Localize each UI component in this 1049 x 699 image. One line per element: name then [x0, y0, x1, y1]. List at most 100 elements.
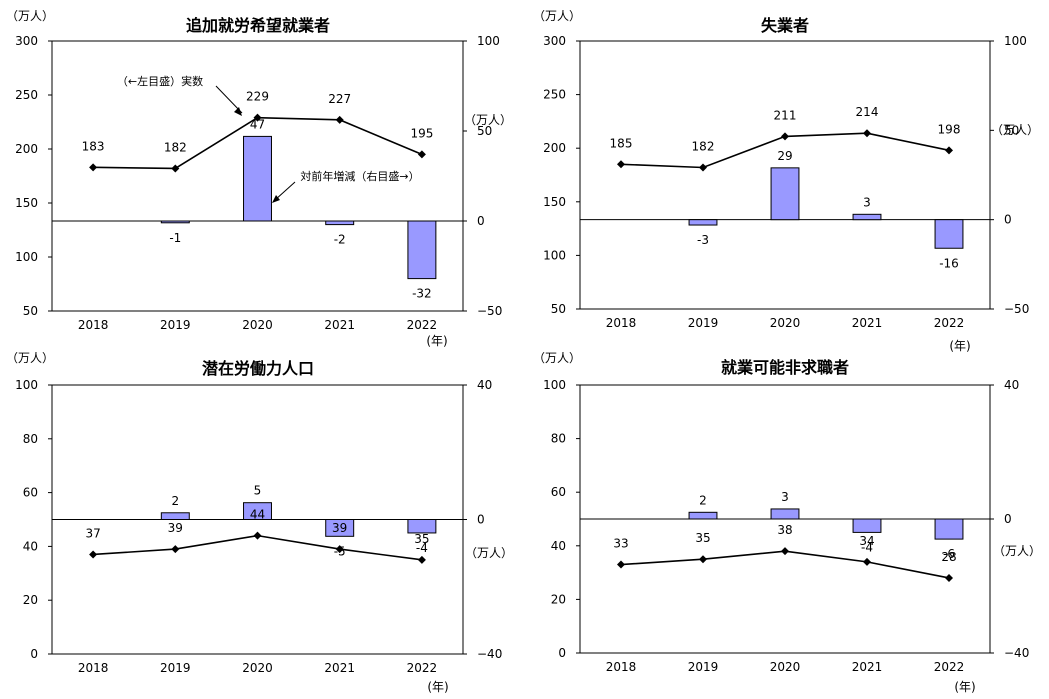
left-tick-label: 300 — [15, 34, 38, 48]
x-tick-label: 2022 — [934, 316, 965, 330]
bar-value-label: -32 — [412, 287, 432, 301]
left-tick-label: 40 — [551, 539, 566, 553]
line-value-label: 185 — [610, 136, 633, 150]
left-tick-label: 20 — [23, 593, 38, 607]
left-tick-label: 100 — [15, 250, 38, 264]
bar-value-label: 2 — [171, 494, 179, 508]
left-tick-label: 100 — [543, 378, 566, 392]
bar-value-label: -16 — [939, 256, 959, 270]
line-value-label: 195 — [410, 126, 433, 140]
left-tick-label: 40 — [23, 539, 38, 553]
line-value-label: 34 — [859, 534, 874, 548]
right-tick-label: 0 — [477, 214, 485, 228]
chart-title: 失業者 — [761, 16, 809, 35]
x-axis-unit: (年) — [426, 334, 447, 348]
bar-value-label: 3 — [781, 490, 789, 504]
left-axis-unit: （万人） — [533, 351, 581, 365]
right-tick-label: 40 — [477, 378, 492, 392]
left-tick-label: 100 — [15, 378, 38, 392]
annotation-bar-label: 対前年増減（右目盛→） — [300, 169, 419, 183]
line-value-label: 35 — [695, 531, 710, 545]
right-tick-label: −40 — [477, 647, 502, 661]
line-value-label: 37 — [85, 526, 100, 540]
left-tick-label: 50 — [551, 302, 566, 316]
bar — [325, 519, 355, 537]
left-tick-label: 300 — [543, 34, 566, 48]
line-point-marker — [699, 555, 707, 564]
line-value-label: 39 — [168, 521, 183, 535]
right-tick-label: −40 — [1004, 646, 1029, 660]
line-value-label: 182 — [692, 139, 715, 153]
right-axis-unit: （万人） — [991, 123, 1039, 137]
left-tick-label: 0 — [30, 647, 38, 661]
left-tick-label: 200 — [15, 142, 38, 156]
annotation-arrow-head — [272, 195, 280, 203]
right-tick-label: 0 — [1004, 512, 1012, 526]
bar — [852, 213, 882, 221]
bar-value-label: 29 — [777, 149, 792, 163]
left-tick-label: 250 — [15, 88, 38, 102]
bar-value-label: 2 — [699, 493, 707, 507]
line-value-label: 211 — [774, 108, 797, 122]
line-value-label: 28 — [941, 550, 956, 564]
bar — [934, 219, 964, 249]
x-tick-label: 2020 — [242, 661, 273, 675]
line-value-label: 183 — [82, 139, 105, 153]
bar — [770, 508, 800, 520]
right-axis-unit: （万人） — [464, 113, 512, 127]
chart-title: 潜在労働力人口 — [202, 359, 314, 378]
line-point-marker — [253, 113, 262, 122]
x-axis-unit: (年) — [427, 680, 448, 694]
x-tick-label: 2021 — [852, 660, 883, 674]
x-tick-label: 2019 — [160, 318, 191, 332]
chart-title: 追加就労希望就業者 — [186, 16, 330, 35]
left-axis-unit: （万人） — [6, 351, 54, 365]
line-point-marker — [335, 115, 344, 124]
left-tick-label: 250 — [543, 88, 566, 102]
line-point-marker — [417, 150, 426, 159]
bar-value-label: -1 — [169, 231, 181, 245]
line-value-label: 214 — [856, 105, 879, 119]
right-tick-label: 100 — [1004, 34, 1027, 48]
left-axis-unit: （万人） — [6, 9, 54, 23]
right-tick-label: 0 — [477, 513, 485, 527]
line-point-marker — [89, 550, 98, 559]
right-tick-label: 50 — [477, 124, 492, 138]
chart-title: 就業可能非求職者 — [721, 358, 849, 377]
line-value-label: 39 — [332, 521, 347, 535]
x-tick-label: 2021 — [324, 661, 355, 675]
bar — [688, 219, 718, 226]
annotation-arrow-head — [234, 107, 242, 116]
x-tick-label: 2019 — [160, 661, 191, 675]
x-axis-unit: (年) — [949, 339, 970, 353]
line-point-marker — [171, 545, 180, 554]
x-tick-label: 2020 — [770, 316, 801, 330]
right-tick-label: 40 — [1004, 378, 1019, 392]
left-tick-label: 150 — [543, 195, 566, 209]
bar — [160, 220, 190, 224]
line-point-marker — [171, 164, 180, 173]
line-value-label: 198 — [938, 122, 961, 136]
x-tick-label: 2018 — [78, 661, 109, 675]
left-tick-label: 0 — [558, 646, 566, 660]
left-tick-label: 60 — [551, 485, 566, 499]
right-tick-label: 50 — [1004, 123, 1019, 137]
annotation-line-label: （←左目盛）実数 — [117, 74, 203, 88]
x-tick-label: 2021 — [852, 316, 883, 330]
bar-value-label: -6 — [943, 547, 955, 561]
bar-value-label: -3 — [697, 233, 709, 247]
line-point-marker — [335, 545, 344, 554]
line-point-marker — [699, 163, 707, 172]
left-tick-label: 20 — [551, 592, 566, 606]
bar-value-label: 3 — [863, 195, 871, 209]
right-axis-unit: （万人） — [465, 546, 513, 560]
left-tick-label: 80 — [551, 432, 566, 446]
x-tick-label: 2022 — [407, 318, 438, 332]
left-tick-label: 100 — [543, 248, 566, 262]
line-point-marker — [863, 129, 871, 138]
line-point-marker — [945, 573, 953, 582]
bar — [407, 220, 437, 280]
right-axis-unit: （万人） — [993, 544, 1041, 558]
line-value-label: 33 — [613, 537, 628, 551]
